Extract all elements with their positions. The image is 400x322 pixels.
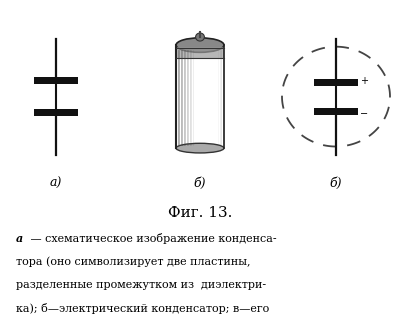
Bar xyxy=(314,79,358,86)
Ellipse shape xyxy=(176,143,224,153)
Ellipse shape xyxy=(176,38,224,52)
Text: Фиг. 13.: Фиг. 13. xyxy=(168,206,232,220)
Text: б): б) xyxy=(330,177,342,190)
Text: тора (оно символизирует две пластины,: тора (оно символизирует две пластины, xyxy=(16,257,250,267)
Text: +: + xyxy=(360,75,368,86)
Text: — схематическое изображение конденса-: — схематическое изображение конденса- xyxy=(27,233,277,244)
Text: б): б) xyxy=(194,177,206,190)
Ellipse shape xyxy=(196,33,204,41)
Bar xyxy=(176,47,224,58)
Bar xyxy=(314,108,358,115)
Bar xyxy=(34,109,78,116)
Text: a): a) xyxy=(50,177,62,190)
Text: разделенные промежутком из  диэлектри-: разделенные промежутком из диэлектри- xyxy=(16,280,266,290)
Text: ка); б—электрический конденсатор; в—его: ка); б—электрический конденсатор; в—его xyxy=(16,303,269,314)
Bar xyxy=(34,77,78,84)
Bar xyxy=(176,45,224,148)
Text: a: a xyxy=(16,233,23,244)
Text: −: − xyxy=(360,109,368,119)
